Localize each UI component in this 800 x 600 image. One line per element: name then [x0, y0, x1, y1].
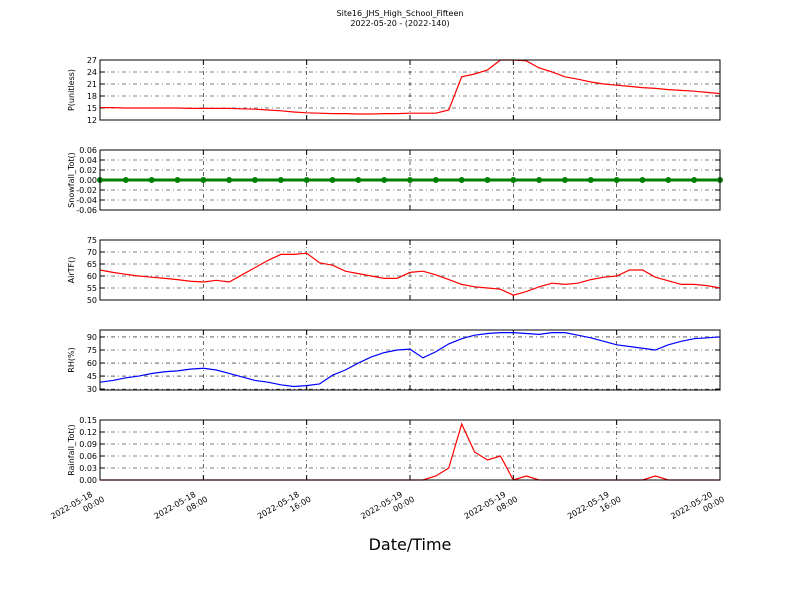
y-tick-label: 0.02	[79, 166, 97, 175]
plot-frame	[99, 419, 721, 481]
data-point	[587, 177, 594, 183]
data-point	[691, 177, 698, 183]
x-tick-label: 2022-05-1808:00	[153, 486, 210, 530]
y-tick-label: 0.12	[79, 428, 97, 437]
plot-frame	[99, 149, 721, 211]
y-tick-label: -0.04	[76, 196, 97, 205]
data-point	[148, 177, 155, 183]
y-tick-label: 0.06	[79, 146, 97, 155]
y-tick-label: 27	[87, 56, 97, 65]
data-point	[355, 177, 362, 183]
data-point	[562, 177, 568, 183]
y-axis-label: RH(%)	[67, 347, 76, 372]
data-point	[252, 177, 258, 183]
y-tick-label: 0.04	[79, 156, 97, 165]
data-line	[99, 332, 721, 388]
data-point	[484, 177, 491, 183]
x-tick-label: 2022-05-1816:00	[256, 486, 313, 530]
data-point	[303, 177, 310, 183]
y-tick-label: 15	[87, 104, 97, 113]
x-tick-label: 2022-05-2000:00	[669, 486, 726, 530]
y-tick-label: 0.00	[79, 476, 97, 485]
data-point	[381, 177, 388, 183]
data-line	[100, 59, 721, 115]
y-tick-label: 75	[87, 236, 97, 245]
plot-frame	[99, 239, 721, 301]
figure-title: Site16_JHS_High_School_Fifteen	[337, 9, 464, 18]
data-point	[407, 177, 413, 183]
y-tick-label: -0.02	[76, 186, 97, 195]
y-tick-label: 70	[87, 248, 97, 257]
data-point	[122, 177, 129, 183]
y-tick-label: 12	[87, 116, 97, 125]
data-point	[174, 177, 181, 183]
y-tick-label: 75	[87, 346, 97, 355]
y-tick-label: 18	[87, 92, 97, 101]
y-tick-label: 30	[87, 385, 97, 394]
x-tick-label: 2022-05-1900:00	[359, 486, 416, 530]
data-point	[432, 177, 439, 183]
y-tick-label: 0.03	[79, 464, 97, 473]
y-tick-label: 0.15	[79, 416, 97, 425]
y-tick-label: 0.06	[79, 452, 97, 461]
y-tick-label: 21	[87, 80, 97, 89]
y-tick-label: -0.06	[76, 206, 97, 215]
y-tick-label: 60	[87, 272, 97, 281]
data-point	[665, 177, 672, 183]
data-point	[510, 177, 517, 183]
data-point	[536, 177, 543, 183]
y-axis-label: Rainfall_Tot()	[67, 424, 76, 476]
x-axis-label: Date/Time	[369, 535, 452, 554]
y-tick-label: 0.09	[79, 440, 97, 449]
data-point	[226, 177, 233, 183]
y-tick-label: 24	[87, 68, 97, 77]
y-axis-label: Snowfall_Tot()	[67, 152, 76, 208]
data-point	[277, 177, 284, 183]
y-tick-label: 90	[87, 333, 97, 342]
y-axis-label: P(unitless)	[67, 69, 76, 111]
y-tick-label: 50	[87, 296, 97, 305]
figure-subtitle: 2022-05-20 - (2022-140)	[350, 19, 449, 28]
y-tick-label: 60	[87, 359, 97, 368]
x-tick-label: 2022-05-1916:00	[566, 486, 623, 530]
y-tick-label: 55	[87, 284, 97, 293]
x-tick-label: 2022-05-1908:00	[463, 486, 520, 530]
data-point	[458, 177, 465, 183]
y-tick-label: 45	[87, 372, 97, 381]
plot-frame	[99, 59, 721, 121]
data-line	[99, 252, 721, 296]
y-tick-label: 0.00	[79, 176, 97, 185]
data-point	[200, 177, 207, 183]
data-point	[329, 177, 336, 183]
data-point	[613, 177, 620, 183]
y-axis-label: AirTF()	[67, 257, 76, 284]
y-tick-label: 65	[87, 260, 97, 269]
data-point	[639, 177, 646, 183]
x-tick-label: 2022-05-1800:00	[49, 486, 106, 530]
plot-frame	[99, 329, 721, 391]
